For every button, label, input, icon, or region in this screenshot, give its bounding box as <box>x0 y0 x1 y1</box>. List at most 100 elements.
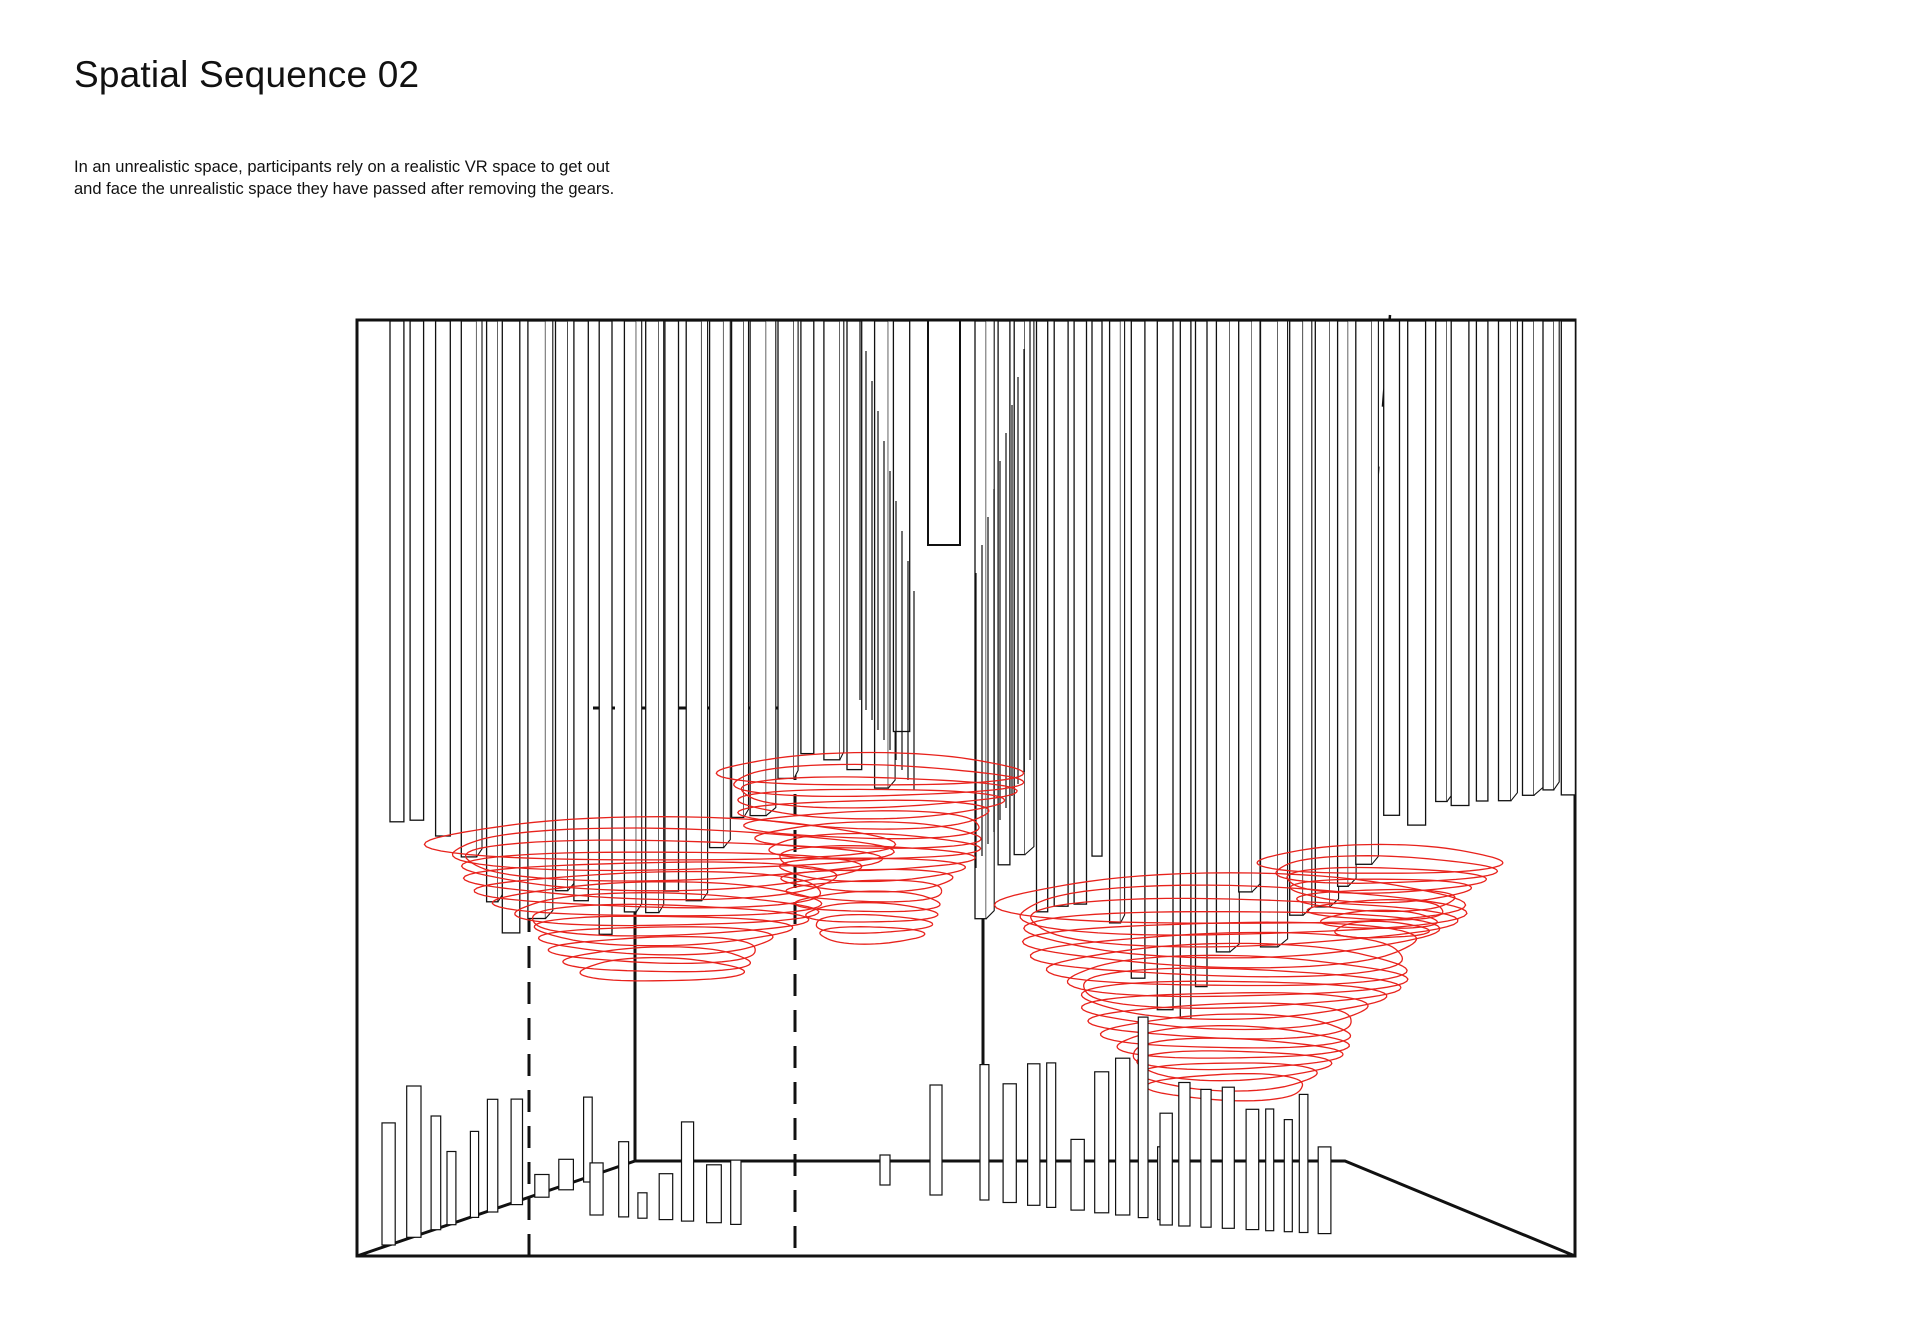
hanging-column <box>1314 320 1331 908</box>
hanging-column <box>1560 320 1577 796</box>
hanging-column <box>554 320 569 892</box>
contour-line <box>740 776 1018 809</box>
hanging-column <box>409 320 425 821</box>
contour-line <box>733 763 1025 798</box>
hanging-column <box>730 320 745 819</box>
floor-column <box>1221 1086 1235 1229</box>
floor-column <box>1002 1083 1017 1204</box>
contour-line <box>464 839 883 882</box>
hanging-column <box>485 320 499 903</box>
column-side-face <box>1251 320 1261 893</box>
red-contour-lines <box>423 751 1504 1102</box>
floor-column <box>618 1141 630 1218</box>
floor-column <box>1159 1112 1173 1226</box>
column-side-face <box>1533 320 1544 796</box>
contour-line <box>780 868 954 893</box>
hanging-column <box>1542 320 1555 791</box>
contour-line <box>531 903 810 937</box>
contour-line <box>514 892 820 927</box>
column-side-face <box>1120 320 1126 924</box>
floor-column <box>658 1173 674 1221</box>
contour-line <box>1023 911 1441 959</box>
hanging-column <box>1450 320 1470 807</box>
floor-column <box>1094 1071 1110 1214</box>
contour-line <box>1080 992 1369 1031</box>
hanging-column <box>974 320 987 920</box>
hanging-column <box>846 320 863 771</box>
floor-column <box>1114 1057 1131 1216</box>
floor-column <box>469 1130 480 1219</box>
contour-line <box>1116 1025 1350 1059</box>
corridor-far-lines <box>927 320 961 546</box>
page-title: Spatial Sequence 02 <box>74 54 420 95</box>
hanging-column <box>873 320 889 789</box>
contour-line <box>1099 1013 1352 1049</box>
column-side-face <box>765 320 777 817</box>
hanging-column <box>1497 320 1512 802</box>
column-side-face <box>1347 320 1357 887</box>
column-side-face <box>743 320 750 818</box>
hanging-column <box>749 320 767 817</box>
hanging-column <box>1179 320 1192 1020</box>
column-side-face <box>1553 320 1560 791</box>
contour-line <box>1080 980 1388 1020</box>
hanging-column <box>777 320 795 780</box>
floor-columns <box>381 1016 1332 1246</box>
column-side-face <box>545 320 554 919</box>
contour-line <box>462 861 838 901</box>
floor-column <box>1026 1063 1041 1206</box>
contour-line <box>579 956 746 982</box>
floor-column <box>879 1154 891 1186</box>
contour-line <box>473 870 822 909</box>
floor-column <box>381 1122 396 1246</box>
description-line-1: In an unrealistic space, participants re… <box>74 158 610 176</box>
column-side-face <box>476 320 483 858</box>
column-side-face <box>658 320 665 913</box>
hanging-column <box>598 320 613 935</box>
hanging-column <box>664 320 680 892</box>
description: In an unrealistic space, participants re… <box>74 156 834 200</box>
contour-line <box>778 857 966 883</box>
contour-line <box>1320 909 1439 930</box>
contour-line <box>794 890 941 913</box>
hanging-column <box>1130 320 1146 979</box>
hanging-column <box>623 320 637 913</box>
hanging-column <box>1435 320 1448 803</box>
hanging-column <box>434 320 451 837</box>
contour-line <box>533 915 794 947</box>
column-side-face <box>701 320 709 902</box>
contour-line <box>1087 1002 1352 1040</box>
contour-line <box>1021 921 1418 969</box>
hanging-column <box>1194 320 1208 988</box>
hanging-column <box>389 320 405 823</box>
contour-line <box>547 935 756 965</box>
column-side-face <box>1510 320 1518 802</box>
contour-line <box>451 827 896 872</box>
dashed-doorway <box>527 706 797 1256</box>
contour-line <box>1334 920 1431 939</box>
hanging-column <box>1053 320 1069 907</box>
column-side-face <box>793 320 799 779</box>
floor-column <box>1245 1108 1260 1231</box>
floor-column <box>705 1164 722 1224</box>
hanging-column <box>573 320 589 902</box>
hanging-column <box>1108 320 1122 924</box>
contour-line <box>754 821 982 849</box>
contour-line <box>715 751 1025 786</box>
contour-line <box>805 902 939 923</box>
hanging-column <box>997 320 1011 866</box>
floor-column <box>582 1096 593 1183</box>
column-side-face <box>1277 320 1289 948</box>
floor-column <box>1298 1093 1309 1234</box>
hanging-column <box>1336 320 1349 887</box>
contour-line <box>815 913 934 934</box>
floor-column <box>446 1150 457 1226</box>
floor-column <box>589 1162 604 1216</box>
hanging-column <box>1475 320 1489 802</box>
hanging-column <box>1383 320 1401 816</box>
hanging-column <box>501 320 521 934</box>
hanging-column <box>645 320 660 914</box>
contour-line <box>491 881 823 917</box>
contour-line <box>819 926 926 945</box>
